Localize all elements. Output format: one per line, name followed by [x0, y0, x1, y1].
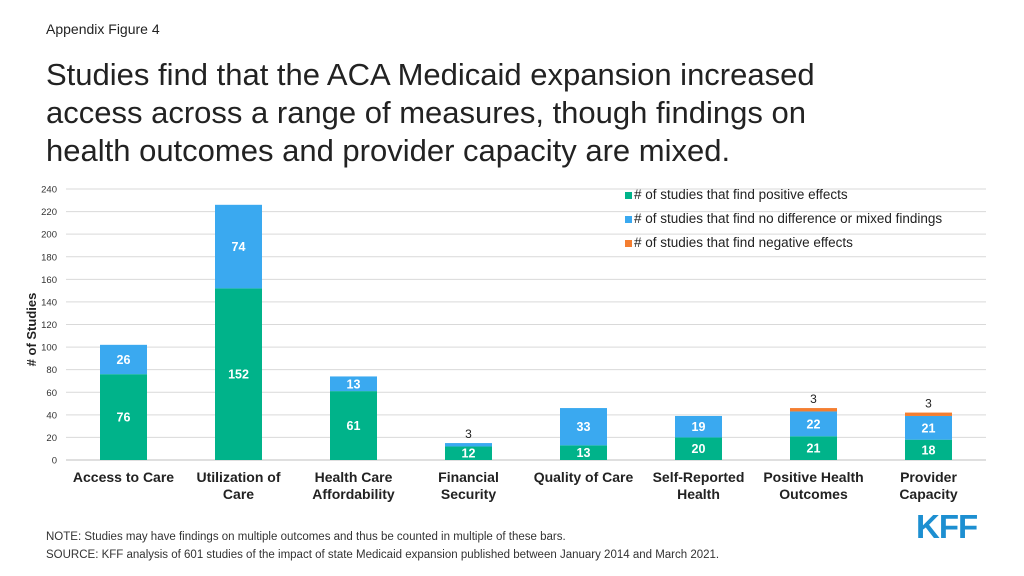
data-label: 21	[922, 421, 936, 435]
y-tick-label: 140	[41, 297, 57, 308]
data-label: 20	[692, 442, 706, 456]
title-line: health outcomes and provider capacity ar…	[46, 133, 731, 168]
bar-segment	[905, 439, 952, 460]
data-label: 26	[117, 353, 131, 367]
y-tick-label: 180	[41, 252, 57, 263]
y-tick-label: 40	[46, 410, 57, 421]
x-tick-label: Capacity	[899, 486, 958, 502]
y-tick-label: 120	[41, 320, 57, 331]
y-tick-label: 240	[41, 185, 57, 196]
kff-logo: KFF	[916, 508, 978, 545]
legend-swatch	[625, 216, 632, 223]
x-tick-label: Self-Reported	[653, 469, 745, 485]
x-tick-label: Affordability	[312, 486, 395, 502]
y-tick-label: 220	[41, 207, 57, 218]
bar-segment	[790, 408, 837, 412]
legend-label: # of studies that find negative effects	[634, 235, 853, 250]
x-tick-label: Health	[677, 486, 720, 502]
bar-segment	[675, 437, 722, 460]
bar-segment	[330, 376, 377, 392]
bar-segment	[790, 411, 837, 437]
data-label: 3	[810, 392, 817, 406]
legend-swatch	[625, 192, 632, 199]
data-label: 19	[692, 420, 706, 434]
y-tick-label: 160	[41, 275, 57, 286]
x-tick-label: Health Care	[315, 469, 393, 485]
x-tick-label: Access to Care	[73, 469, 174, 485]
y-tick-label: 20	[46, 433, 57, 444]
y-tick-label: 0	[52, 456, 57, 467]
data-label: 3	[465, 427, 472, 441]
data-label: 22	[807, 417, 821, 431]
data-label: 74	[232, 240, 246, 254]
y-tick-label: 100	[41, 343, 57, 354]
x-tick-label: Financial	[438, 469, 499, 485]
data-label: 13	[347, 377, 361, 391]
title-line: access across a range of measures, thoug…	[46, 95, 806, 130]
bar-segment	[675, 415, 722, 438]
x-tick-label: Positive Health	[763, 469, 863, 485]
bar-segment	[100, 374, 147, 460]
footnote: NOTE: Studies may have findings on multi…	[46, 531, 566, 543]
appendix-label: Appendix Figure 4	[46, 21, 160, 37]
legend-label: # of studies that find positive effects	[634, 187, 848, 202]
bar-segment	[905, 415, 952, 440]
x-tick-label: Care	[223, 486, 254, 502]
data-label: 33	[577, 420, 591, 434]
data-label: 152	[228, 368, 249, 382]
x-tick-label: Quality of Care	[534, 469, 634, 485]
bar-segment	[560, 408, 607, 446]
x-tick-label: Utilization of	[197, 469, 281, 485]
data-label: 3	[925, 397, 932, 411]
bar-segment	[560, 445, 607, 460]
title-line: Studies find that the ACA Medicaid expan…	[46, 57, 815, 92]
bar-segment	[445, 446, 492, 460]
x-tick-label: Provider	[900, 469, 957, 485]
bar-segment	[100, 344, 147, 375]
source-note: SOURCE: KFF analysis of 601 studies of t…	[46, 549, 720, 561]
bar-segment	[215, 204, 262, 289]
legend-swatch	[625, 240, 632, 247]
bar-segment	[330, 391, 377, 460]
data-label: 12	[462, 447, 476, 461]
y-axis-title: # of Studies	[24, 293, 39, 367]
x-tick-label: Security	[441, 486, 496, 502]
data-label: 13	[577, 446, 591, 460]
bar-segment	[790, 436, 837, 460]
data-label: 18	[922, 443, 936, 457]
data-label: 61	[347, 419, 361, 433]
x-tick-label: Outcomes	[779, 486, 848, 502]
data-label: 76	[117, 411, 131, 425]
page-title: Studies find that the ACA Medicaid expan…	[46, 56, 986, 170]
bar-segment	[445, 443, 492, 447]
y-tick-label: 200	[41, 230, 57, 241]
y-tick-label: 80	[46, 365, 57, 376]
bar-segment	[215, 288, 262, 460]
legend-label: # of studies that find no difference or …	[634, 211, 942, 226]
bar-segment	[905, 412, 952, 416]
y-tick-label: 60	[46, 388, 57, 399]
data-label: 21	[807, 442, 821, 456]
